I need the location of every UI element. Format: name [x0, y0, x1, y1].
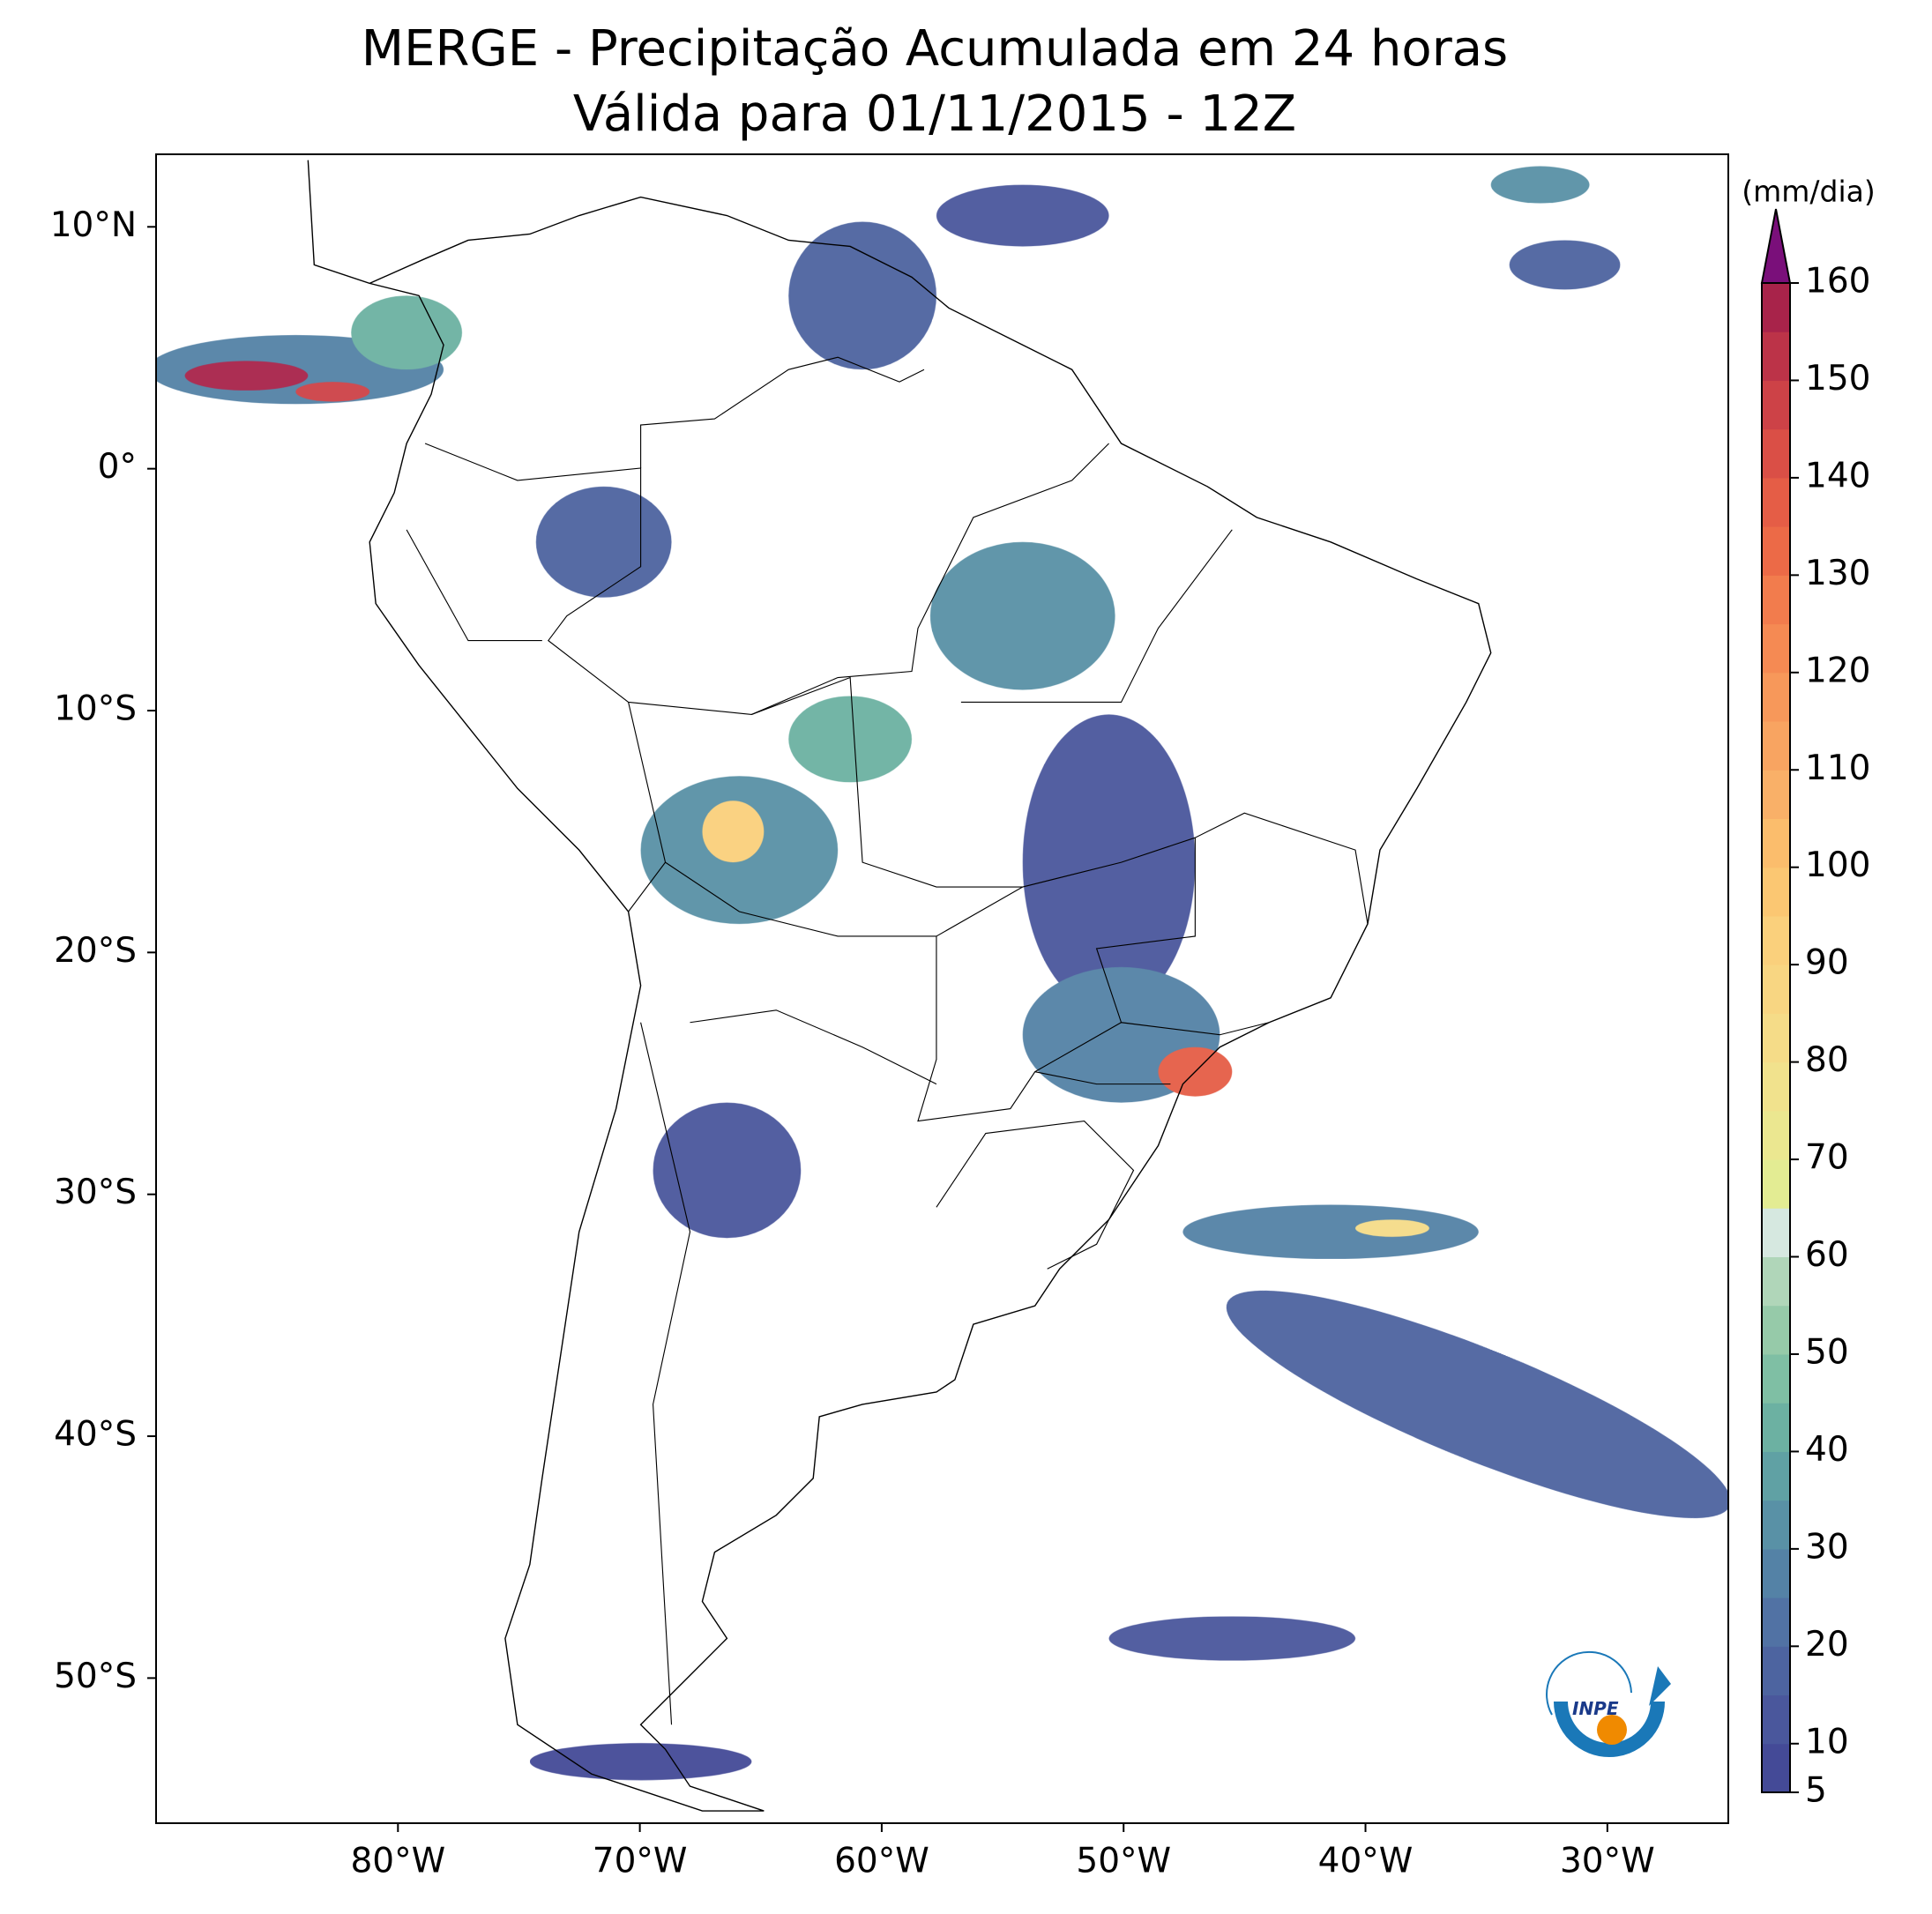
y-tick-label: 10°N — [50, 205, 137, 245]
map — [156, 160, 1728, 1812]
colorbar-segment — [1762, 818, 1790, 868]
y-tick-label: 30°S — [54, 1173, 137, 1212]
colorbar-segment — [1762, 1353, 1790, 1404]
colorbar-segment — [1762, 1256, 1790, 1307]
colorbar-tick-label: 30 — [1805, 1527, 1849, 1567]
chart-subtitle: Válida para 01/11/2015 - 12Z — [573, 86, 1296, 143]
y-tick-label: 50°S — [54, 1657, 137, 1696]
colorbar-segment — [1762, 1110, 1790, 1160]
colorbar-segment — [1762, 428, 1790, 479]
x-tick-label: 60°W — [834, 1842, 929, 1881]
colorbar-tick-label: 5 — [1805, 1771, 1827, 1811]
colorbar-tick-label: 100 — [1805, 845, 1870, 885]
colorbar-segment — [1762, 1500, 1790, 1550]
colorbar-tick-label: 150 — [1805, 359, 1870, 398]
y-tick-label: 40°S — [54, 1415, 137, 1455]
colorbar-tick-label: 90 — [1805, 943, 1849, 983]
colorbar-segment — [1762, 1743, 1790, 1793]
colorbar-tick-label: 130 — [1805, 554, 1870, 593]
x-tick-label: 30°W — [1560, 1842, 1655, 1881]
colorbar-segment — [1762, 623, 1790, 674]
colorbar-segment — [1762, 283, 1790, 332]
colorbar-label: (mm/dia) — [1742, 175, 1876, 209]
colorbar-tick-label: 10 — [1805, 1722, 1849, 1761]
logo-orbit — [1546, 1650, 1632, 1716]
logo-arrow — [1649, 1666, 1671, 1706]
colorbar-tick-label: 140 — [1805, 456, 1870, 495]
colorbar-tick-label: 50 — [1805, 1332, 1849, 1372]
colorbar-segment — [1762, 526, 1790, 576]
colorbar-tick-label: 40 — [1805, 1430, 1849, 1470]
chart-title: MERGE - Precipitação Acumulada em 24 hor… — [362, 20, 1508, 78]
colorbar-segment — [1762, 1061, 1790, 1112]
colorbar-frame — [1761, 282, 1791, 1793]
logo: INPE — [1546, 1650, 1671, 1757]
frame — [155, 153, 1729, 1824]
colorbar-segment — [1762, 770, 1790, 819]
colorbar-segment — [1762, 1451, 1790, 1501]
precipitation — [156, 166, 1728, 1781]
x-tick-label: 70°W — [593, 1842, 688, 1881]
colorbar-tick-label: 110 — [1805, 748, 1870, 788]
colorbar-segment — [1762, 915, 1790, 965]
borders — [406, 356, 1369, 1725]
colorbar-segment — [1762, 1548, 1790, 1598]
colorbar-tick-label: 20 — [1805, 1625, 1849, 1665]
y-tick-label: 10°S — [54, 689, 137, 729]
colorbar-tick-label: 160 — [1805, 262, 1870, 302]
colorbar-segment — [1762, 380, 1790, 430]
colorbar-tick-label: 70 — [1805, 1138, 1849, 1178]
colorbar-segment — [1762, 575, 1790, 625]
colorbar-segment — [1762, 477, 1790, 527]
colorbar-tick-label: 60 — [1805, 1235, 1849, 1275]
colorbar-segment — [1762, 964, 1790, 1014]
colorbar-segment — [1762, 331, 1790, 381]
colorbar-segment — [1762, 721, 1790, 771]
colorbar-segment — [1762, 672, 1790, 722]
logo-sun — [1597, 1715, 1627, 1745]
x-tick-label: 80°W — [350, 1842, 445, 1881]
logo-text: INPE — [1572, 1698, 1619, 1719]
coastline — [307, 160, 1492, 1812]
colorbar-segment — [1762, 1159, 1790, 1209]
colorbar-segment — [1762, 1305, 1790, 1355]
colorbar-segment — [1762, 1208, 1790, 1258]
colorbar-tick-label: 120 — [1805, 651, 1870, 690]
colorbar-segment — [1762, 1403, 1790, 1452]
x-tick-label: 50°W — [1076, 1842, 1171, 1881]
logo-arc — [1554, 1701, 1665, 1757]
map-layer — [156, 160, 1728, 1812]
y-tick-label: 20°S — [54, 931, 137, 971]
colorbar-segment — [1762, 1646, 1790, 1696]
axes: 80°W 70°W 60°W 50°W 40°W 30°W 10°N 0° 10°S 20°S 30… — [50, 205, 1871, 1881]
y-tick-label: 0° — [98, 447, 137, 487]
colorbar-tick-label: 80 — [1805, 1040, 1849, 1080]
colorbar-segment — [1762, 867, 1790, 917]
colorbar-segment — [1762, 1013, 1790, 1063]
x-tick-label: 40°W — [1318, 1842, 1414, 1881]
colorbar-segment — [1762, 1597, 1790, 1647]
colorbar-segment — [1762, 1694, 1790, 1745]
colorbar-extend — [1760, 208, 1792, 284]
